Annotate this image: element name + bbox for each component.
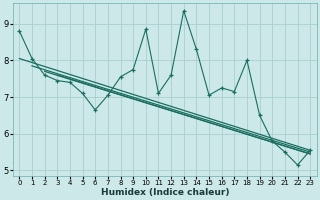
- X-axis label: Humidex (Indice chaleur): Humidex (Indice chaleur): [100, 188, 229, 197]
